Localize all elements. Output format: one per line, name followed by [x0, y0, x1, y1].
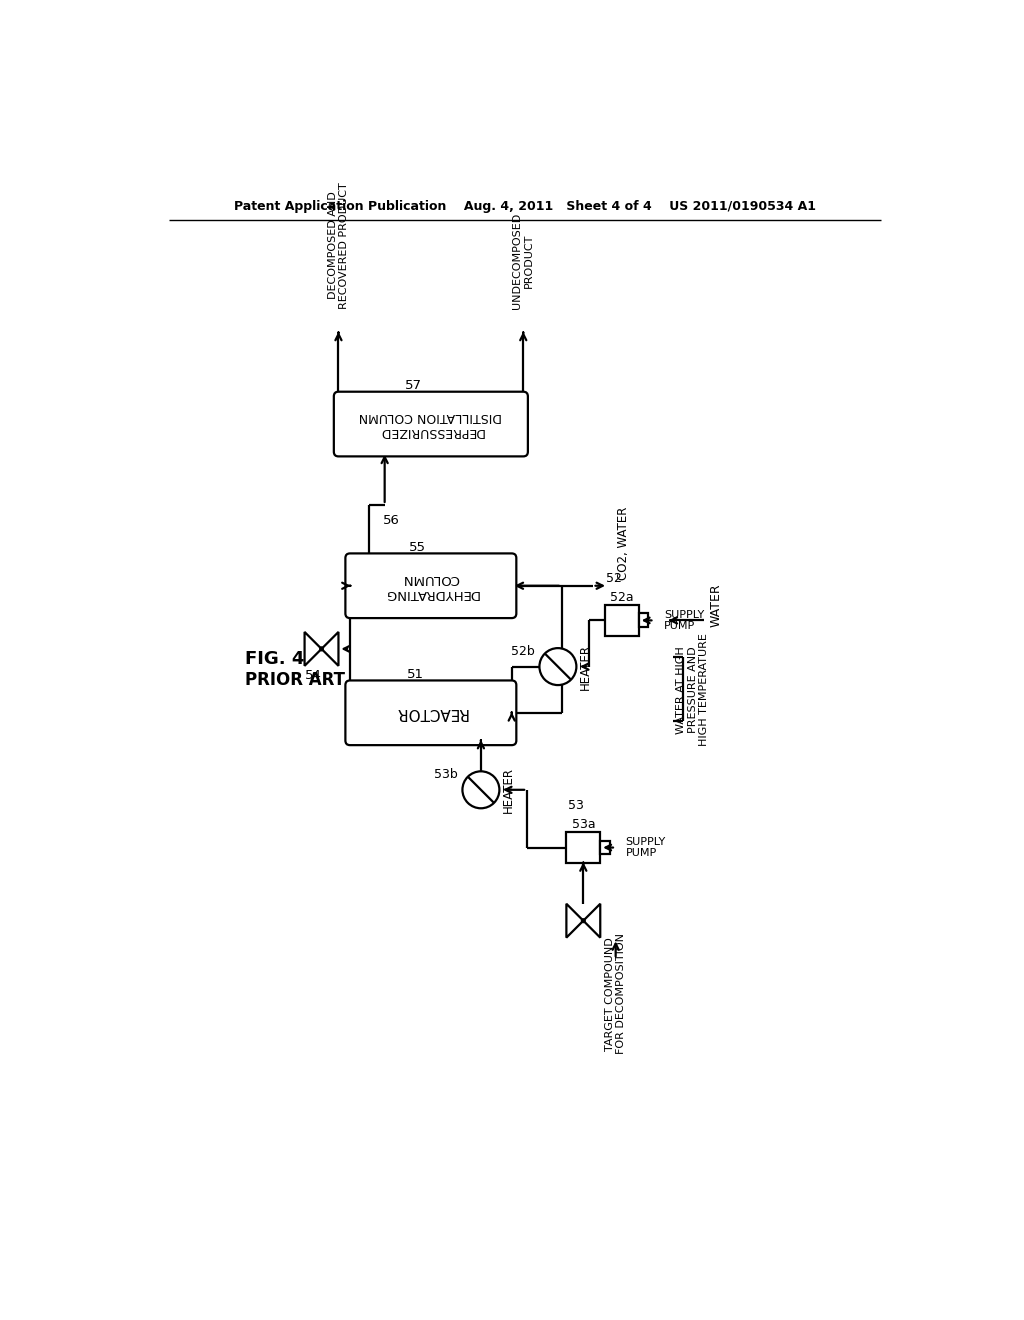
Bar: [605, 605, 639, 636]
Bar: [600, 841, 609, 854]
Text: 54: 54: [305, 669, 323, 682]
Bar: [639, 614, 648, 627]
Polygon shape: [304, 632, 322, 665]
Text: TARGET COMPOUND
FOR DECOMPOSITION: TARGET COMPOUND FOR DECOMPOSITION: [605, 933, 627, 1055]
Text: SUPPLY
PUMP: SUPPLY PUMP: [626, 837, 666, 858]
FancyBboxPatch shape: [334, 392, 528, 457]
Text: 57: 57: [406, 379, 423, 392]
Polygon shape: [584, 904, 600, 937]
Text: CO2, WATER: CO2, WATER: [616, 507, 630, 579]
Text: 56: 56: [383, 513, 400, 527]
Polygon shape: [566, 904, 584, 937]
Text: 53a: 53a: [571, 818, 595, 832]
Text: FIG. 4: FIG. 4: [245, 649, 304, 668]
Text: DEHYDRATING
COLUMN: DEHYDRATING COLUMN: [383, 572, 478, 599]
FancyBboxPatch shape: [345, 553, 516, 618]
Polygon shape: [322, 632, 339, 665]
Text: 55: 55: [409, 541, 426, 554]
Text: 52: 52: [606, 572, 622, 585]
Text: 53: 53: [567, 799, 584, 812]
FancyBboxPatch shape: [345, 681, 516, 744]
Text: WATER: WATER: [710, 583, 722, 627]
Text: SUPPLY
PUMP: SUPPLY PUMP: [665, 610, 705, 631]
Text: PRIOR ART: PRIOR ART: [245, 672, 344, 689]
Text: REACTOR: REACTOR: [394, 705, 467, 721]
Text: 51: 51: [407, 668, 424, 681]
Text: Patent Application Publication    Aug. 4, 2011   Sheet 4 of 4    US 2011/0190534: Patent Application Publication Aug. 4, 2…: [233, 199, 816, 213]
Text: 53b: 53b: [434, 768, 458, 781]
Text: HEATER: HEATER: [580, 644, 592, 689]
Text: UNDECOMPOSED
PRODUCT: UNDECOMPOSED PRODUCT: [512, 213, 535, 309]
Text: DEPRESSURIZED
DISTILLATION COLUMN: DEPRESSURIZED DISTILLATION COLUMN: [359, 411, 503, 438]
Text: WATER AT HIGH
PRESSURE AND
HIGH TEMPERATURE: WATER AT HIGH PRESSURE AND HIGH TEMPERAT…: [676, 634, 710, 746]
Bar: [566, 832, 600, 863]
Text: HEATER: HEATER: [502, 767, 515, 813]
Circle shape: [540, 648, 577, 685]
Circle shape: [463, 771, 500, 808]
Text: DECOMPOSED AND
RECOVERED PRODUCT: DECOMPOSED AND RECOVERED PRODUCT: [328, 182, 349, 309]
Circle shape: [319, 647, 324, 651]
Circle shape: [581, 919, 586, 923]
Text: 52b: 52b: [511, 644, 535, 657]
Text: 52a: 52a: [610, 591, 634, 603]
